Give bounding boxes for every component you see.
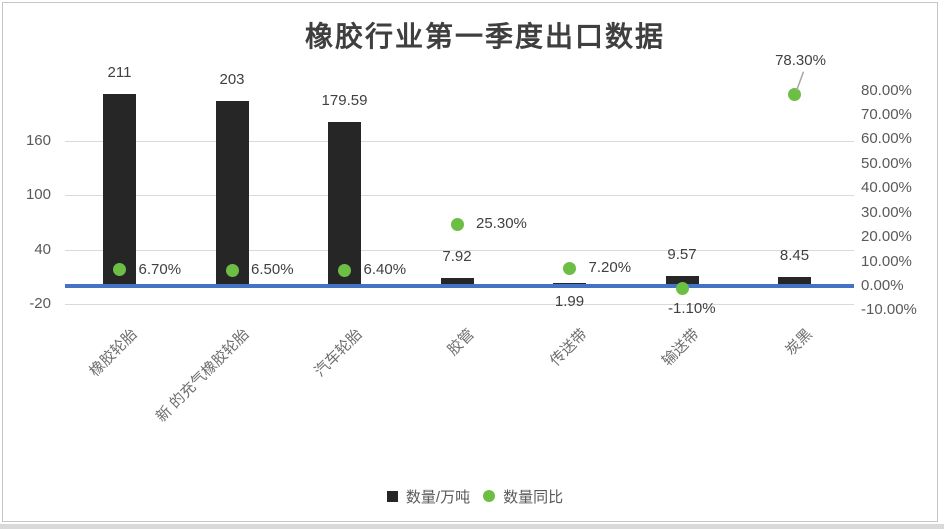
yoy-dot-3 [450, 217, 464, 231]
right-axis-tick-10: 10.00% [861, 252, 912, 270]
bar-label-6: 8.45 [779, 247, 810, 265]
value-zero-axis-line [65, 284, 854, 288]
bar-6 [778, 277, 811, 285]
bar-2 [328, 122, 361, 285]
legend-label-quantity: 数量/万吨 [405, 488, 471, 506]
chart-title: 橡胶行业第一季度出口数据 [304, 22, 665, 53]
yoy-dot-5 [675, 282, 689, 296]
yoy-label-4: 7.20% [588, 259, 632, 277]
yoy-label-6: 78.30% [775, 51, 826, 69]
legend-dot-marker-icon [483, 490, 496, 502]
legend-item-quantity: 数量/万吨 [386, 486, 471, 507]
left-axis-tick-40: 40 [34, 240, 51, 258]
left-axis-tick-100: 100 [25, 186, 51, 204]
bar-label-5: 9.57 [667, 246, 697, 264]
bar-0 [103, 93, 136, 285]
bar-5 [665, 276, 699, 285]
yoy-label-0: 6.70% [138, 260, 182, 278]
bar-label-2: 179.59 [321, 92, 368, 110]
gridline-100 [65, 195, 854, 197]
yoy-label-3: 25.30% [476, 215, 527, 233]
right-axis-tick-50: 50.00% [861, 154, 912, 172]
yoy-label-1: 6.50% [251, 261, 294, 279]
legend-label-yoy: 数量同比 [503, 488, 564, 506]
yoy-label-5: -1.10% [668, 299, 716, 317]
category-label-0: 橡胶轮胎 [85, 325, 141, 381]
right-axis-tick--10: -10.00% [861, 301, 917, 319]
legend-bar-marker-icon [386, 490, 398, 502]
chart-frame: 橡胶行业第一季度出口数据 160 100 40 -20 80.00% 70.00% 60.0… [2, 2, 938, 522]
bar-label-3: 7.92 [442, 247, 472, 265]
right-axis-tick-70: 70.00% [861, 106, 912, 123]
yoy-label-2: 6.40% [363, 261, 407, 279]
bar-1 [215, 101, 249, 285]
bar-label-1: 203 [219, 71, 245, 89]
legend-item-yoy: 数量同比 [483, 486, 563, 507]
right-axis-tick-30: 30.00% [861, 203, 912, 221]
gridline-40 [65, 249, 854, 251]
yoy-dot-2 [338, 263, 351, 277]
bar-3 [440, 277, 474, 285]
right-axis-tick-40: 40.00% [861, 179, 912, 197]
right-axis-tick-60: 60.00% [861, 130, 912, 148]
yoy-dot-4 [563, 261, 576, 275]
bar-label-4: 1.99 [554, 293, 585, 310]
gridline--20 [65, 304, 854, 306]
right-axis-tick-80: 80.00% [861, 81, 912, 99]
right-axis-tick-0: 0.00% [861, 277, 904, 294]
left-axis-tick--20: -20 [29, 295, 51, 313]
right-axis-tick-20: 20.00% [861, 228, 912, 246]
yoy-dot-0 [113, 263, 126, 277]
left-axis-tick-160: 160 [25, 132, 51, 150]
yoy-dot-1 [225, 263, 239, 277]
gridline-160 [65, 141, 854, 143]
bottom-border-strip [0, 524, 944, 529]
yoy-dot-6 [788, 88, 801, 102]
bar-label-0: 211 [107, 63, 132, 81]
legend: 数量/万吨 数量同比 [3, 485, 944, 507]
